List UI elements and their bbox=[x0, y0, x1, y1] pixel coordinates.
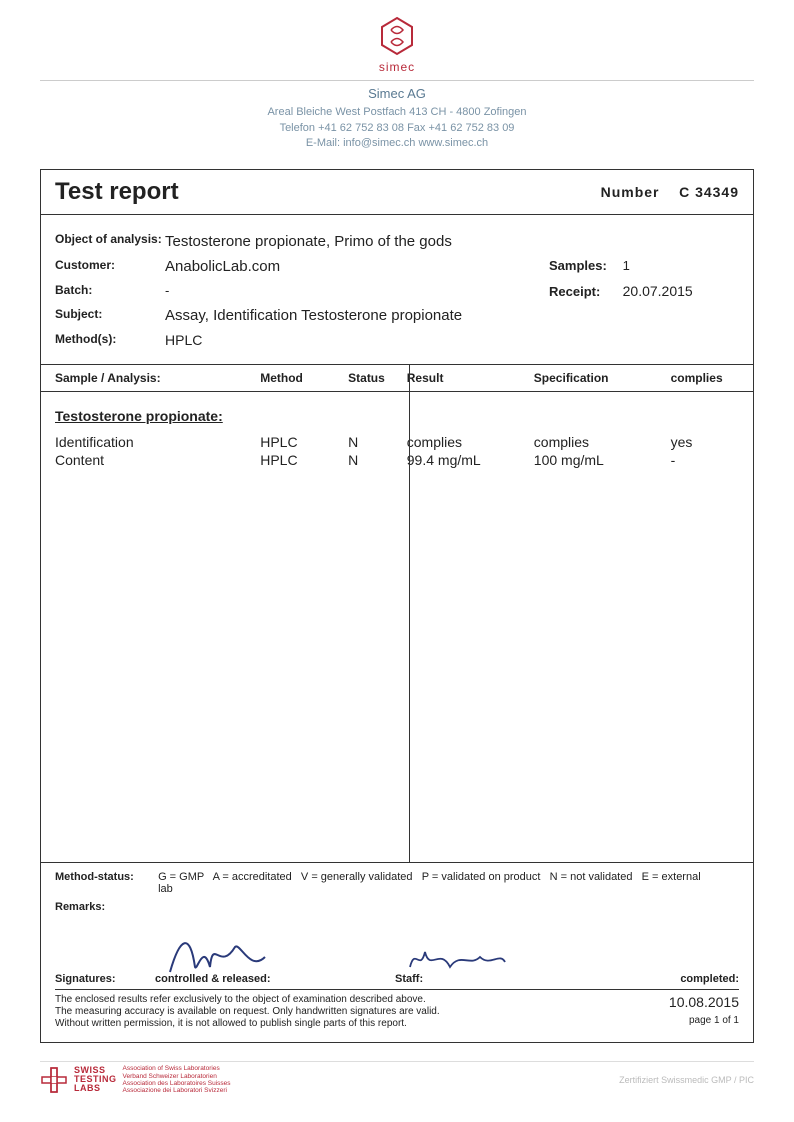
footer-block: Method-status: G = GMP A = accreditated … bbox=[41, 862, 753, 1042]
object-label: Object of analysis: bbox=[55, 233, 165, 250]
method-status-text: G = GMP A = accreditated V = generally v… bbox=[158, 871, 718, 895]
th-method: Method bbox=[260, 371, 348, 385]
th-spec: Specification bbox=[534, 371, 671, 385]
cell-method: HPLC bbox=[260, 434, 348, 450]
cell-name: Identification bbox=[55, 434, 260, 450]
th-complies: complies bbox=[671, 371, 739, 385]
vertical-divider bbox=[409, 364, 410, 862]
signatures-label: Signatures: bbox=[55, 973, 155, 985]
table-row: ContentHPLCN99.4 mg/mL100 mg/mL- bbox=[55, 452, 739, 468]
cell-result: 99.4 mg/mL bbox=[407, 452, 534, 468]
simec-logo-icon bbox=[376, 15, 418, 57]
cell-name: Content bbox=[55, 452, 260, 468]
report-title: Test report bbox=[55, 178, 179, 206]
method-status-label: Method-status: bbox=[55, 871, 155, 883]
meta-block: Object of analysis: Testosterone propion… bbox=[41, 215, 753, 365]
page-info: page 1 of 1 bbox=[599, 1015, 739, 1027]
logo-text: simec bbox=[0, 60, 794, 74]
cell-complies: - bbox=[671, 452, 739, 468]
company-name: Simec AG bbox=[0, 85, 794, 103]
samples-block: Samples: 1 bbox=[549, 258, 739, 275]
report-box: Test report Number C 34349 Object of ana… bbox=[40, 169, 754, 1043]
company-address: Areal Bleiche West Postfach 413 CH - 480… bbox=[0, 105, 794, 120]
methods-label: Method(s): bbox=[55, 332, 165, 348]
assoc-text: Association of Swiss Laboratories Verban… bbox=[123, 1065, 231, 1094]
receipt-block: Receipt: 20.07.2015 bbox=[549, 283, 739, 299]
receipt-value: 20.07.2015 bbox=[623, 283, 693, 299]
company-header: Simec AG Areal Bleiche West Postfach 413… bbox=[0, 85, 794, 151]
logo-block: simec bbox=[0, 0, 794, 74]
th-sample: Sample / Analysis: bbox=[55, 371, 260, 385]
analysis-body: Testosterone propionate: IdentificationH… bbox=[41, 392, 753, 862]
receipt-label: Receipt: bbox=[549, 284, 619, 299]
title-row: Test report Number C 34349 bbox=[41, 170, 753, 215]
company-email: E-Mail: info@simec.ch www.simec.ch bbox=[0, 136, 794, 151]
signature-area: Signatures: controlled & released: Staff… bbox=[55, 973, 739, 985]
remarks-label: Remarks: bbox=[55, 901, 155, 913]
cell-result: complies bbox=[407, 434, 534, 450]
completed-block: completed: bbox=[595, 973, 739, 985]
cert-text: Zertifiziert Swissmedic GMP / PIC bbox=[619, 1075, 754, 1085]
table-header-row: Sample / Analysis: Method Status Result … bbox=[41, 365, 753, 392]
swiss-cross-icon bbox=[40, 1066, 68, 1094]
samples-label: Samples: bbox=[549, 258, 619, 273]
remarks-row: Remarks: bbox=[55, 901, 739, 913]
subject-label: Subject: bbox=[55, 307, 165, 324]
cell-status: N bbox=[348, 452, 407, 468]
company-contact: Telefon +41 62 752 83 08 Fax +41 62 752 … bbox=[0, 121, 794, 136]
disclaimer-row: The enclosed results refer exclusively t… bbox=[55, 989, 739, 1030]
cell-status: N bbox=[348, 434, 407, 450]
th-status: Status bbox=[348, 371, 407, 385]
group-title: Testosterone propionate: bbox=[55, 408, 739, 424]
signature-2-icon bbox=[405, 937, 515, 977]
completed-date: 10.08.2015 bbox=[599, 994, 739, 1011]
report-number: Number C 34349 bbox=[601, 184, 739, 200]
staff-label-col: Staff: bbox=[395, 973, 595, 985]
cell-spec: 100 mg/mL bbox=[534, 452, 671, 468]
customer-label: Customer: bbox=[55, 258, 165, 275]
number-label: Number bbox=[601, 184, 660, 200]
cell-method: HPLC bbox=[260, 452, 348, 468]
bottom-bar: SWISS TESTING LABS Association of Swiss … bbox=[0, 1065, 794, 1094]
method-status-row: Method-status: G = GMP A = accreditated … bbox=[55, 871, 739, 895]
swiss-testing-logo: SWISS TESTING LABS Association of Swiss … bbox=[40, 1065, 231, 1094]
completed-label: completed: bbox=[595, 973, 739, 985]
table-row: IdentificationHPLCNcompliescompliesyes bbox=[55, 434, 739, 450]
number-value: C 34349 bbox=[679, 184, 739, 200]
batch-label: Batch: bbox=[55, 283, 165, 299]
disclaimer-text: The enclosed results refer exclusively t… bbox=[55, 994, 599, 1030]
object-value: Testosterone propionate, Primo of the go… bbox=[165, 233, 739, 250]
signature-1-icon bbox=[165, 927, 285, 977]
samples-value: 1 bbox=[623, 258, 630, 273]
th-result: Result bbox=[407, 371, 534, 385]
controlled-released: controlled & released: bbox=[155, 973, 395, 985]
divider-top bbox=[40, 80, 754, 81]
swiss-text: SWISS TESTING LABS bbox=[74, 1066, 117, 1093]
cell-complies: yes bbox=[671, 434, 739, 450]
subject-value: Assay, Identification Testosterone propi… bbox=[165, 307, 739, 324]
cell-spec: complies bbox=[534, 434, 671, 450]
batch-value: - bbox=[165, 283, 549, 299]
divider-bottom bbox=[40, 1061, 754, 1062]
customer-value: AnabolicLab.com bbox=[165, 258, 549, 275]
methods-value: HPLC bbox=[165, 332, 739, 348]
